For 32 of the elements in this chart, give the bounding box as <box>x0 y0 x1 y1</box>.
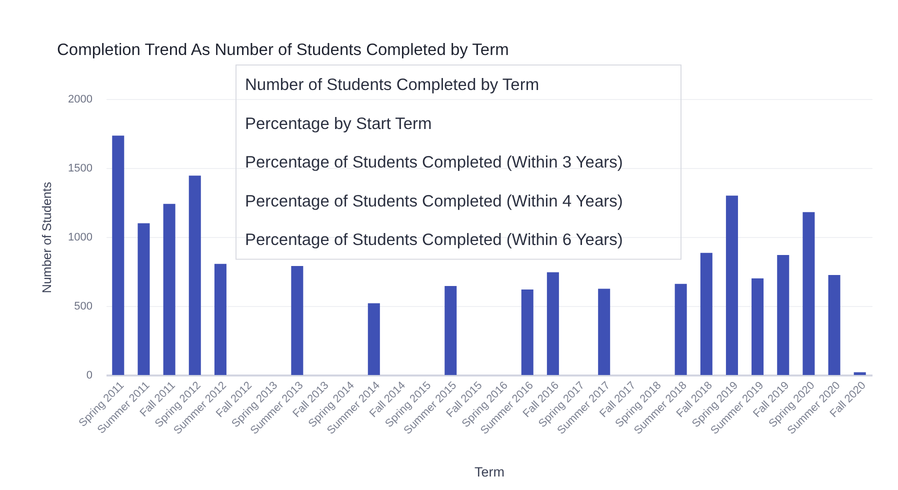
bar <box>674 284 687 375</box>
bar <box>700 252 712 375</box>
y-axis-title: Number of Students <box>40 182 54 294</box>
bar <box>444 286 457 375</box>
y-tick-label: 500 <box>74 300 92 312</box>
text: Number of Students Completed by Term <box>245 76 540 94</box>
bar <box>726 196 738 375</box>
bar <box>777 254 790 375</box>
bar <box>138 223 150 375</box>
bar <box>188 176 201 375</box>
y-tick-label: 2000 <box>68 94 92 106</box>
bar <box>368 303 380 375</box>
annotation: Percentage of Students Completed (Within 3 Years) <box>245 154 623 172</box>
bar <box>598 288 610 375</box>
annotation: Percentage by Start Term <box>245 114 432 133</box>
y-tick-label: 0 <box>86 370 92 382</box>
bar <box>112 136 124 375</box>
bar <box>291 266 304 375</box>
chart-title: Completion Trend As Number of Students Completed by Term <box>57 41 509 59</box>
bar <box>752 278 764 375</box>
y-tick-label: 1000 <box>68 232 92 244</box>
x-axis-title: Term <box>474 464 504 480</box>
y-tick-label: 1500 <box>68 162 92 174</box>
bar <box>521 289 534 375</box>
bar <box>163 204 176 375</box>
annotation: Percentage of Students Completed (Within 6 Years) <box>245 231 623 250</box>
bar <box>828 274 840 375</box>
bar <box>854 372 866 375</box>
bar <box>214 264 226 375</box>
bar <box>802 212 815 375</box>
annotation: Percentage of Students Completed (Within 4 Years) <box>245 192 623 210</box>
bar <box>546 272 559 375</box>
